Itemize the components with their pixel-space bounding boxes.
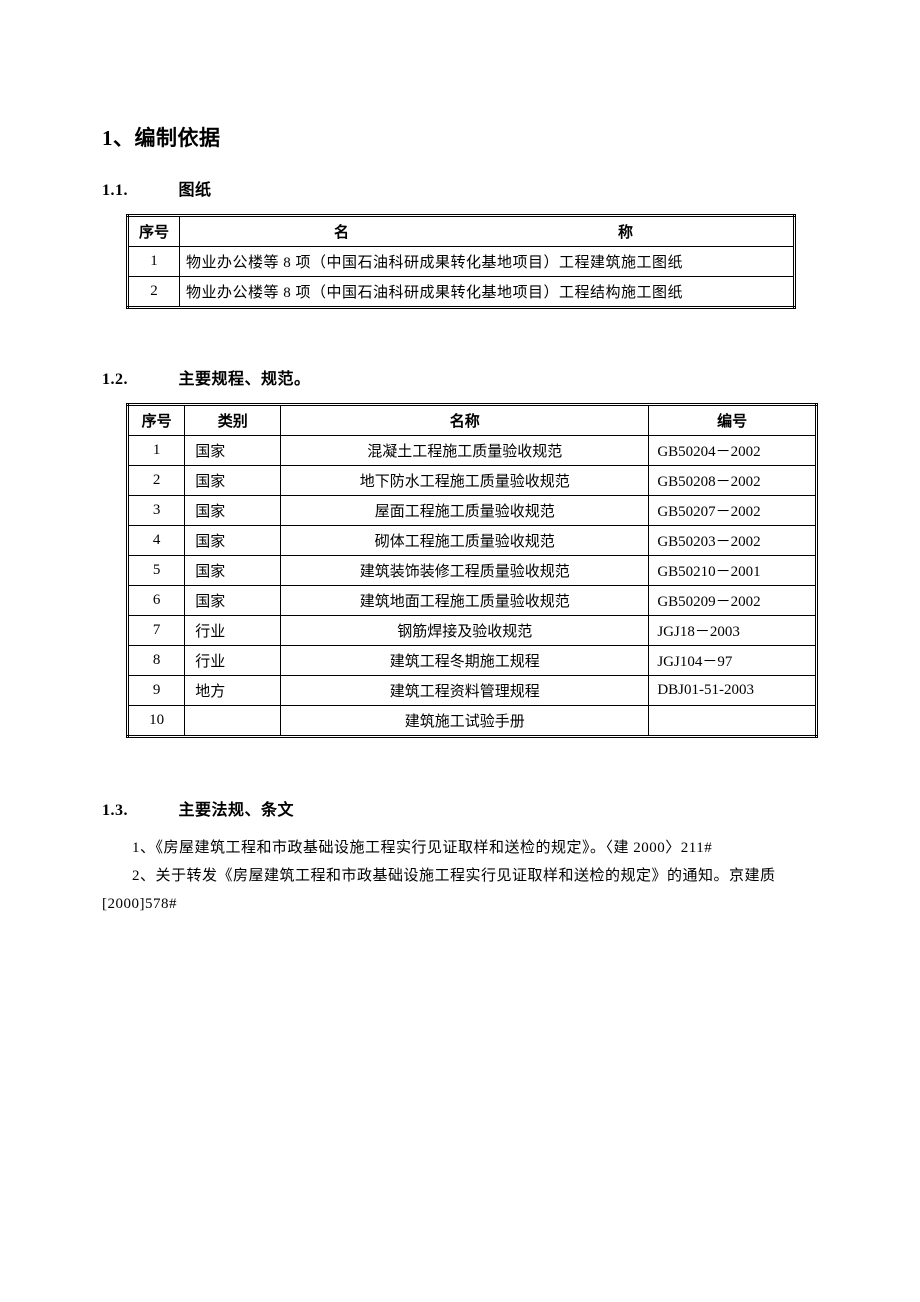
cell-code: GB50208－2002: [649, 466, 817, 496]
cell-index: 3: [128, 496, 185, 526]
cell-index: 6: [128, 586, 185, 616]
regulations-paragraphs: 1、《房屋建筑工程和市政基础设施工程实行见证取样和送检的规定》。〈建 2000〉…: [102, 834, 820, 918]
cell-name: 物业办公楼等 8 项（中国石油科研成果转化基地项目）工程结构施工图纸: [180, 277, 795, 308]
cell-index: 5: [128, 556, 185, 586]
cell-category: 行业: [185, 646, 281, 676]
cell-name: 砌体工程施工质量验收规范: [281, 526, 649, 556]
cell-category: 国家: [185, 496, 281, 526]
table-standards: 序号 类别 名称 编号 1国家混凝土工程施工质量验收规范GB50204－2002…: [126, 403, 818, 738]
cell-name: 建筑工程冬期施工规程: [281, 646, 649, 676]
regulation-item: 2、关于转发《房屋建筑工程和市政基础设施工程实行见证取样和送检的规定》的通知。京…: [102, 862, 820, 918]
document-page: 1、编制依据 1.1. 图纸 序号 名 称 1物业办公楼等 8 项（中国石油科研…: [0, 0, 920, 1302]
section-number: 1.3.: [102, 802, 174, 820]
section-number: 1.2.: [102, 371, 174, 389]
cell-name: 混凝土工程施工质量验收规范: [281, 436, 649, 466]
cell-index: 2: [128, 466, 185, 496]
table-row: 7行业钢筋焊接及验收规范JGJ18－2003: [128, 616, 817, 646]
section-1-1-heading: 1.1. 图纸: [102, 176, 820, 200]
table-row: 1物业办公楼等 8 项（中国石油科研成果转化基地项目）工程建筑施工图纸: [128, 247, 795, 277]
cell-code: GB50204－2002: [649, 436, 817, 466]
table-row: 9地方建筑工程资料管理规程DBJ01-51-2003: [128, 676, 817, 706]
section-title-text: 图纸: [179, 182, 212, 199]
table-row: 5国家建筑装饰装修工程质量验收规范GB50210－2001: [128, 556, 817, 586]
cell-category: 国家: [185, 586, 281, 616]
cell-name: 建筑工程资料管理规程: [281, 676, 649, 706]
table-row: 1国家混凝土工程施工质量验收规范GB50204－2002: [128, 436, 817, 466]
table-row: 4国家砌体工程施工质量验收规范GB50203－2002: [128, 526, 817, 556]
section-1-2-heading: 1.2. 主要规程、规范。: [102, 365, 820, 389]
col-header-index: 序号: [128, 216, 180, 247]
table-row: 3国家屋面工程施工质量验收规范GB50207－2002: [128, 496, 817, 526]
cell-category: 国家: [185, 526, 281, 556]
cell-category: [185, 706, 281, 737]
table-row: 2物业办公楼等 8 项（中国石油科研成果转化基地项目）工程结构施工图纸: [128, 277, 795, 308]
cell-code: GB50209－2002: [649, 586, 817, 616]
col-header-code: 编号: [649, 405, 817, 436]
cell-index: 9: [128, 676, 185, 706]
cell-index: 1: [128, 247, 180, 277]
table-row: 2国家地下防水工程施工质量验收规范GB50208－2002: [128, 466, 817, 496]
cell-category: 国家: [185, 436, 281, 466]
cell-index: 1: [128, 436, 185, 466]
cell-name: 建筑装饰装修工程质量验收规范: [281, 556, 649, 586]
table-row: 10 建筑施工试验手册: [128, 706, 817, 737]
cell-index: 4: [128, 526, 185, 556]
cell-code: [649, 706, 817, 737]
cell-name: 钢筋焊接及验收规范: [281, 616, 649, 646]
section-title-text: 主要规程、规范。: [179, 371, 311, 388]
cell-name: 物业办公楼等 8 项（中国石油科研成果转化基地项目）工程建筑施工图纸: [180, 247, 795, 277]
cell-index: 7: [128, 616, 185, 646]
col-header-category: 类别: [185, 405, 281, 436]
section-1-heading: 1、编制依据: [102, 122, 820, 152]
cell-name: 建筑地面工程施工质量验收规范: [281, 586, 649, 616]
cell-code: JGJ104－97: [649, 646, 817, 676]
cell-code: GB50207－2002: [649, 496, 817, 526]
section-1-3-heading: 1.3. 主要法规、条文: [102, 796, 820, 820]
cell-code: DBJ01-51-2003: [649, 676, 817, 706]
cell-category: 行业: [185, 616, 281, 646]
regulation-item: 1、《房屋建筑工程和市政基础设施工程实行见证取样和送检的规定》。〈建 2000〉…: [102, 834, 820, 862]
cell-index: 8: [128, 646, 185, 676]
cell-code: GB50203－2002: [649, 526, 817, 556]
col-header-name: 名 称: [180, 216, 795, 247]
col-header-index: 序号: [128, 405, 185, 436]
cell-code: JGJ18－2003: [649, 616, 817, 646]
table-drawings: 序号 名 称 1物业办公楼等 8 项（中国石油科研成果转化基地项目）工程建筑施工…: [126, 214, 796, 309]
cell-name: 建筑施工试验手册: [281, 706, 649, 737]
col-header-name: 名称: [281, 405, 649, 436]
cell-category: 国家: [185, 556, 281, 586]
cell-index: 2: [128, 277, 180, 308]
cell-name: 地下防水工程施工质量验收规范: [281, 466, 649, 496]
table-header-row: 序号 名 称: [128, 216, 795, 247]
cell-code: GB50210－2001: [649, 556, 817, 586]
cell-name: 屋面工程施工质量验收规范: [281, 496, 649, 526]
cell-category: 地方: [185, 676, 281, 706]
table-row: 8行业建筑工程冬期施工规程JGJ104－97: [128, 646, 817, 676]
section-number: 1.1.: [102, 182, 174, 200]
cell-index: 10: [128, 706, 185, 737]
section-title-text: 主要法规、条文: [179, 802, 295, 819]
cell-category: 国家: [185, 466, 281, 496]
table-row: 6国家建筑地面工程施工质量验收规范GB50209－2002: [128, 586, 817, 616]
table-header-row: 序号 类别 名称 编号: [128, 405, 817, 436]
